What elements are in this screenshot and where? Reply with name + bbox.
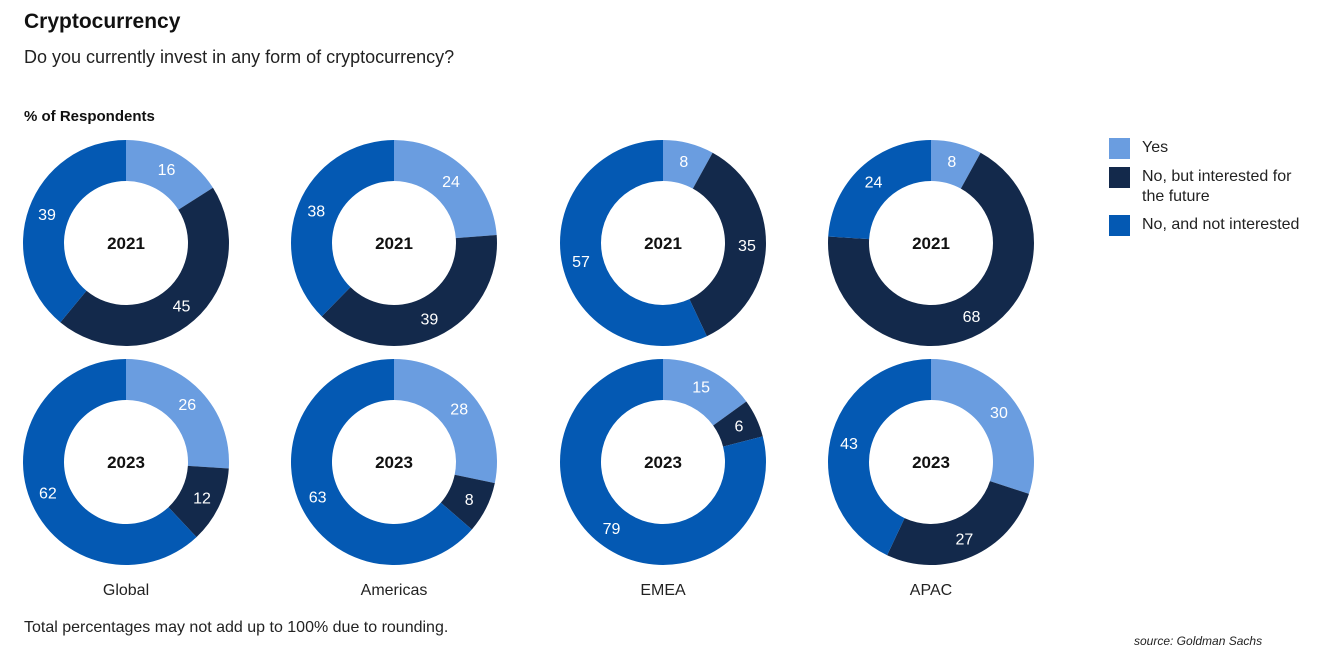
slice-emea-2021-no-interested xyxy=(689,152,766,337)
center-label-global-2021: 2021 xyxy=(107,234,145,253)
center-label-emea-2023: 2023 xyxy=(644,453,682,472)
data-label-emea-2023-no-not-interested: 79 xyxy=(603,521,621,538)
legend-item-no-not-interested: No, and not interested xyxy=(1109,215,1312,236)
region-label-emea: EMEA xyxy=(640,582,686,599)
slice-americas-2021-yes xyxy=(394,140,497,239)
data-label-global-2023-no-interested: 12 xyxy=(193,490,211,507)
slice-americas-2023-yes xyxy=(394,359,497,484)
slice-americas-2021-no-interested xyxy=(321,234,497,347)
slice-global-2021-no-interested xyxy=(60,187,229,346)
region-label-americas: Americas xyxy=(361,582,428,599)
legend-swatch-yes xyxy=(1109,138,1130,159)
data-label-emea-2021-yes: 8 xyxy=(679,154,688,171)
slice-emea-2021-yes xyxy=(663,140,713,189)
data-label-americas-2021-no-interested: 39 xyxy=(421,312,439,329)
slice-global-2023-yes xyxy=(126,359,229,469)
legend-item-no-interested: No, but interested for the future xyxy=(1109,167,1312,207)
data-label-americas-2021-yes: 24 xyxy=(442,174,460,191)
slice-apac-2021-yes xyxy=(931,140,981,189)
slice-apac-2021-no-interested xyxy=(828,152,1034,346)
data-label-global-2021-no-interested: 45 xyxy=(173,299,191,316)
legend-item-yes: Yes xyxy=(1109,138,1312,159)
data-label-global-2021-no-not-interested: 39 xyxy=(38,207,56,224)
slice-emea-2023-yes xyxy=(663,359,747,426)
chart-subtitle: Do you currently invest in any form of c… xyxy=(24,47,455,67)
measure-label: % of Respondents xyxy=(24,108,155,125)
donut-global-2021: 16 45 39 2021 xyxy=(23,140,229,346)
legend-swatch-no-not-interested xyxy=(1109,215,1130,236)
donut-charts: 1645392021243938202183557202186824202126… xyxy=(22,140,1034,599)
data-label-americas-2021-no-not-interested: 38 xyxy=(307,204,325,221)
data-label-global-2023-no-not-interested: 62 xyxy=(39,485,57,502)
center-label-americas-2021: 2021 xyxy=(375,234,413,253)
slice-apac-2023-yes xyxy=(931,359,1034,494)
slice-apac-2023-no-not-interested xyxy=(827,359,931,556)
slice-americas-2021-no-not-interested xyxy=(290,140,394,317)
data-label-americas-2023-yes: 28 xyxy=(450,402,468,419)
legend-label-no-not-interested: No, and not interested xyxy=(1142,216,1300,233)
data-label-apac-2023-no-not-interested: 43 xyxy=(840,436,858,453)
slice-global-2021-yes xyxy=(126,140,213,210)
slice-emea-2023-no-interested xyxy=(713,401,763,447)
donut-americas-2021: 24 39 38 2021 xyxy=(290,140,497,347)
donut-americas-2023: 28 8 63 2023 xyxy=(291,359,497,565)
slice-americas-2023-no-interested xyxy=(440,474,495,530)
data-label-global-2023-yes: 26 xyxy=(178,397,196,414)
donut-emea-2021: 8 35 57 2021 xyxy=(559,140,766,347)
data-label-apac-2023-no-interested: 27 xyxy=(955,532,973,549)
center-label-emea-2021: 2021 xyxy=(644,234,682,253)
donut-apac-2023: 30 27 43 2023 xyxy=(827,359,1034,565)
slice-emea-2023-no-not-interested xyxy=(559,359,766,565)
center-label-global-2023: 2023 xyxy=(107,453,145,472)
donut-apac-2021: 8 68 24 2021 xyxy=(828,140,1034,346)
data-label-emea-2021-no-not-interested: 57 xyxy=(572,254,590,271)
region-label-global: Global xyxy=(103,582,149,599)
source-note: source: Goldman Sachs xyxy=(1134,634,1263,648)
legend-label-no-interested: No, but interested for the future xyxy=(1142,168,1292,205)
data-label-apac-2021-no-not-interested: 24 xyxy=(865,174,883,191)
region-label-apac: APAC xyxy=(910,582,952,599)
footnote: Total percentages may not add up to 100%… xyxy=(24,619,449,636)
data-label-emea-2021-no-interested: 35 xyxy=(738,238,756,255)
legend: Yes No, but interested for the future No… xyxy=(1109,138,1312,244)
data-label-global-2021-yes: 16 xyxy=(158,162,176,179)
legend-label-yes: Yes xyxy=(1142,139,1169,156)
data-label-apac-2023-yes: 30 xyxy=(990,405,1008,422)
data-label-apac-2021-yes: 8 xyxy=(947,154,956,171)
center-label-apac-2023: 2023 xyxy=(912,453,950,472)
slice-americas-2023-no-not-interested xyxy=(291,359,472,565)
center-label-americas-2023: 2023 xyxy=(375,453,413,472)
legend-swatch-no-interested xyxy=(1109,167,1130,188)
data-label-emea-2023-yes: 15 xyxy=(692,380,710,397)
slice-emea-2021-no-not-interested xyxy=(559,140,707,347)
data-label-emea-2023-no-interested: 6 xyxy=(735,419,744,436)
slice-apac-2021-no-not-interested xyxy=(828,140,931,240)
slice-global-2023-no-not-interested xyxy=(22,359,197,566)
slice-global-2021-no-not-interested xyxy=(23,140,126,323)
data-label-apac-2021-no-interested: 68 xyxy=(963,309,981,326)
center-label-apac-2021: 2021 xyxy=(912,234,950,253)
slice-global-2023-no-interested xyxy=(168,465,229,538)
data-label-americas-2023-no-not-interested: 63 xyxy=(309,489,327,506)
donut-emea-2023: 15 6 79 2023 xyxy=(559,359,766,565)
chart-title: Cryptocurrency xyxy=(24,10,181,33)
slice-apac-2023-no-interested xyxy=(887,481,1029,565)
data-label-americas-2023-no-interested: 8 xyxy=(465,492,474,509)
donut-global-2023: 26 12 62 2023 xyxy=(22,359,229,566)
